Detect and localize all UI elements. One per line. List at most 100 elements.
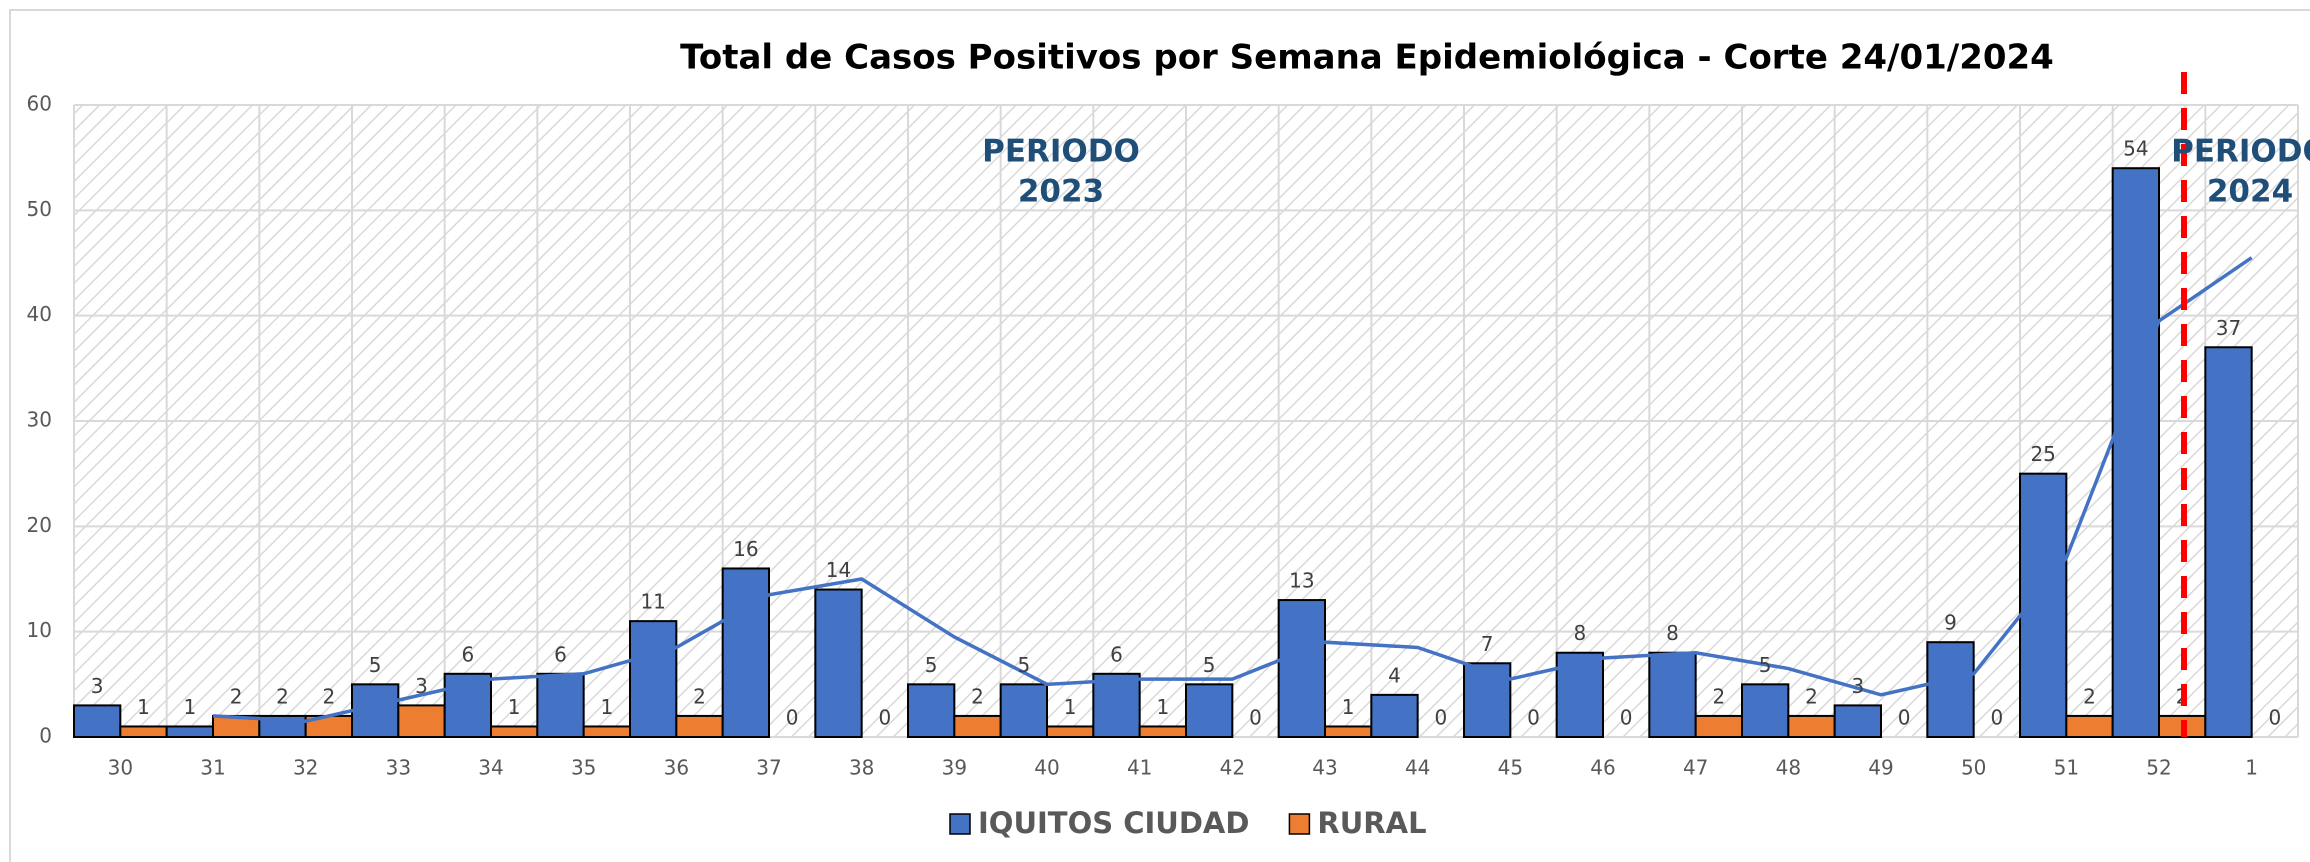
value-label: 1 [137, 695, 150, 719]
legend-swatch [949, 813, 971, 835]
value-label: 1 [1064, 695, 1077, 719]
value-label: 0 [786, 706, 799, 730]
value-label: 5 [1759, 653, 1772, 677]
bar [2065, 714, 2114, 739]
annotation: 2024 [2207, 174, 2293, 210]
value-label: 2 [322, 684, 335, 708]
bar [999, 683, 1049, 738]
y-tick-label: 30 [27, 408, 52, 432]
bar [1185, 683, 1234, 738]
bar [119, 725, 168, 739]
value-label: 0 [1898, 706, 1911, 730]
x-tick-label: 39 [942, 756, 967, 780]
bar [1741, 683, 1790, 738]
value-label: 1 [1156, 695, 1169, 719]
x-tick-label: 43 [1312, 756, 1337, 780]
bar [1694, 714, 1743, 739]
x-tick-label: 33 [386, 756, 411, 780]
value-label: 8 [1666, 621, 1679, 645]
value-label: 3 [415, 674, 428, 698]
value-label: 4 [1388, 663, 1401, 687]
annotation: 2023 [1018, 174, 1104, 210]
bar [490, 725, 539, 739]
bar [1463, 662, 1512, 738]
value-label: 1 [183, 695, 196, 719]
value-label: 2 [276, 684, 289, 708]
bar [1092, 672, 1141, 738]
bar [1138, 725, 1187, 739]
value-label: 2 [1712, 684, 1725, 708]
x-tick-label: 35 [571, 756, 596, 780]
value-label: 8 [1573, 621, 1586, 645]
x-tick-label: 37 [756, 756, 781, 780]
value-label: 7 [1481, 632, 1494, 656]
value-label: 6 [554, 642, 567, 666]
x-tick-label: 50 [1961, 756, 1986, 780]
x-tick-label: 44 [1405, 756, 1430, 780]
value-label: 0 [878, 706, 891, 730]
value-label: 0 [1527, 706, 1540, 730]
value-label: 54 [2123, 137, 2148, 161]
value-label: 3 [1851, 674, 1864, 698]
value-label: 2 [230, 684, 243, 708]
y-tick-label: 60 [27, 92, 52, 116]
value-label: 2 [1805, 684, 1818, 708]
value-label: 25 [2030, 442, 2055, 466]
value-label: 1 [600, 695, 613, 719]
bar [165, 725, 215, 739]
x-tick-label: 40 [1034, 756, 1059, 780]
bar [1833, 704, 1882, 739]
x-tick-label: 52 [2146, 756, 2171, 780]
bar [907, 683, 956, 738]
bar [2019, 472, 2068, 738]
value-label: 13 [1289, 569, 1314, 593]
value-label: 0 [1249, 706, 1262, 730]
chart-title: Total de Casos Positivos por Semana Epid… [680, 38, 2054, 78]
x-tick-label: 36 [664, 756, 689, 780]
bar [814, 588, 863, 738]
value-label: 1 [508, 695, 521, 719]
value-label: 5 [1017, 653, 1030, 677]
y-tick-label: 10 [27, 618, 52, 642]
bar [675, 714, 724, 739]
y-tick-label: 0 [39, 724, 52, 748]
bar [2111, 167, 2161, 738]
bars [73, 167, 2253, 739]
x-tick-label: 49 [1868, 756, 1893, 780]
value-label: 5 [925, 653, 938, 677]
bar [1277, 599, 1326, 738]
bar [629, 620, 678, 739]
bar [1046, 725, 1095, 739]
bar [1370, 693, 1419, 738]
value-label: 9 [1944, 611, 1957, 635]
value-label: 2 [693, 684, 706, 708]
value-label: 0 [1990, 706, 2003, 730]
value-label: 16 [733, 537, 758, 561]
bar [1787, 714, 1836, 739]
value-label: 6 [1110, 642, 1123, 666]
value-label: 11 [640, 590, 665, 614]
bar [73, 704, 122, 739]
annotation: PERIODO [2171, 134, 2310, 170]
x-tick-label: 38 [849, 756, 874, 780]
value-label: 0 [1434, 706, 1447, 730]
value-label: 0 [2268, 706, 2281, 730]
value-label: 5 [369, 653, 382, 677]
chart-border [9, 9, 2310, 862]
x-tick-label: 46 [1590, 756, 1615, 780]
bar [1324, 725, 1373, 739]
trendline [212, 256, 2253, 723]
legend-label: IQUITOS CIUDAD [978, 806, 1249, 840]
legend-label: RURAL [1317, 806, 1426, 840]
x-tick-label: 47 [1683, 756, 1708, 780]
x-tick-label: 42 [1220, 756, 1245, 780]
value-label: 37 [2216, 316, 2241, 340]
x-tick-label: 48 [1776, 756, 1801, 780]
value-label: 3 [91, 674, 104, 698]
x-tick-label: 31 [200, 756, 225, 780]
y-tick-label: 40 [27, 302, 52, 326]
value-label: 6 [461, 642, 474, 666]
x-tick-label: 1 [2245, 756, 2258, 780]
